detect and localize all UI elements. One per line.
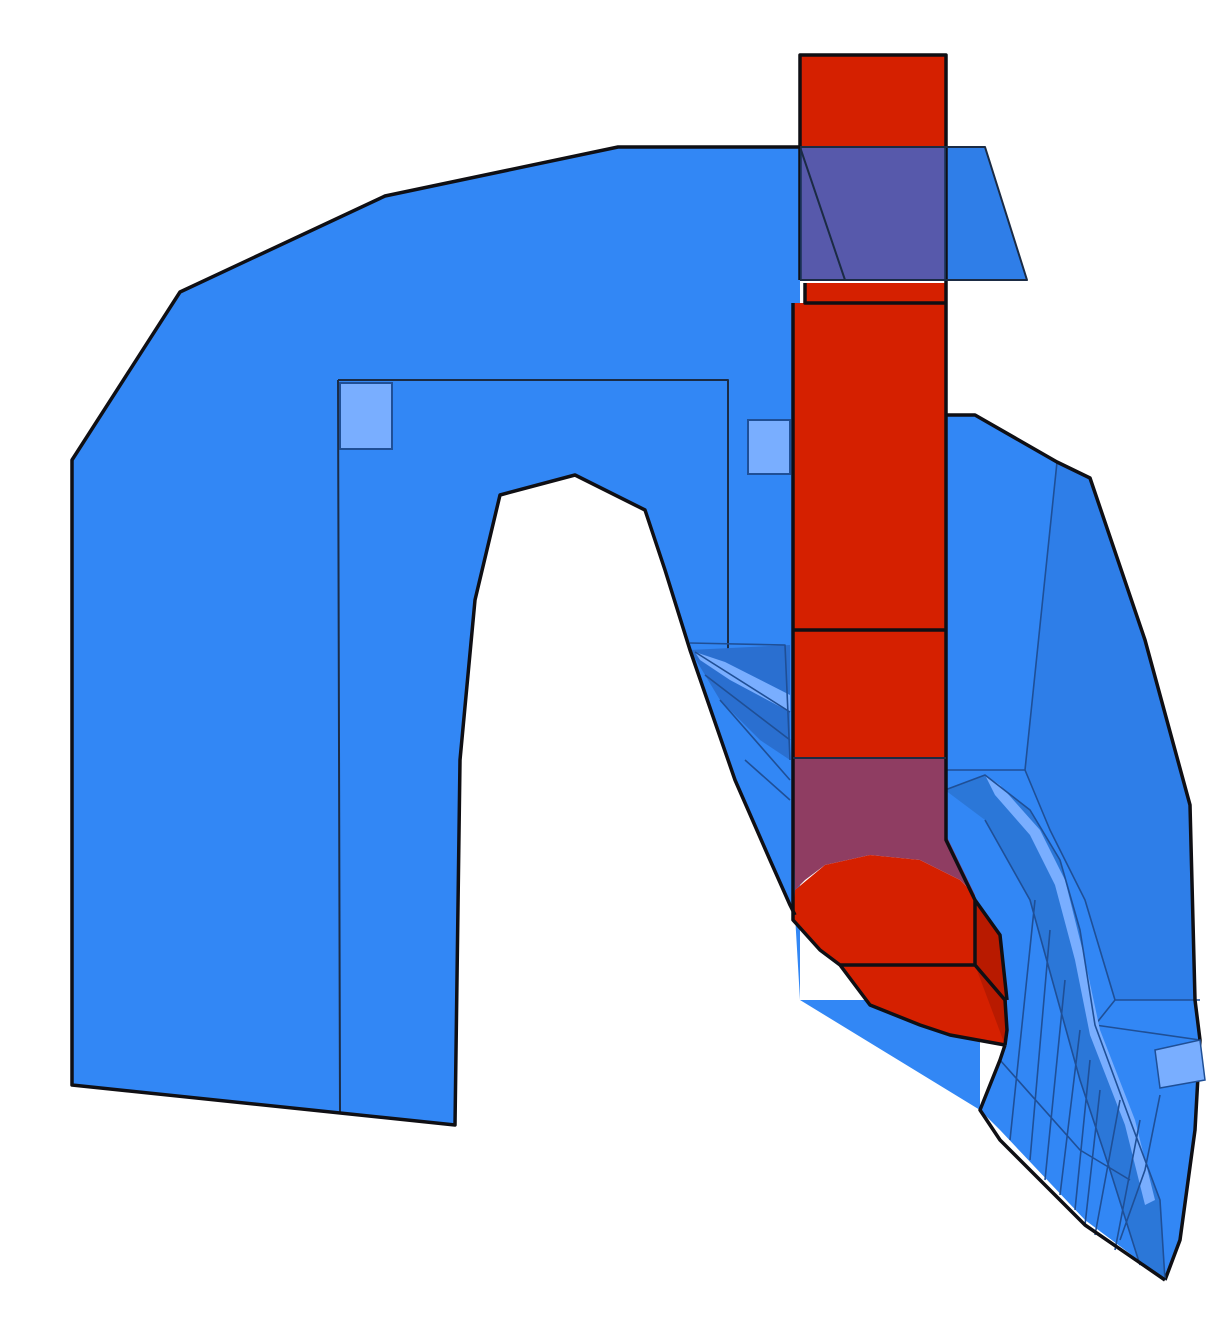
corner-marker-right — [1154, 1039, 1206, 1089]
ribbon-lines — [689, 642, 791, 801]
blue-inner-panel — [338, 380, 728, 1125]
pipe-main-column — [793, 303, 946, 758]
pipe-elbow — [793, 855, 1007, 1045]
pipe-gap-strip — [805, 283, 946, 303]
arch-outer-outline — [70, 145, 800, 1127]
blue-arch-body — [72, 147, 980, 1125]
blue-arch-front-face — [72, 147, 980, 1125]
trim-light-band — [985, 775, 1155, 1205]
curved-trim-detail — [944, 774, 1206, 1281]
right-wing-outer-panel — [1025, 462, 1200, 1000]
diagonal-ribbon — [689, 642, 791, 801]
blue-right-wing — [945, 413, 1202, 1281]
top-plate-edges — [793, 146, 1028, 759]
right-wing-outline — [945, 413, 1202, 1281]
lower-right-outline — [978, 1044, 1166, 1282]
pipe-top-stub — [800, 55, 946, 147]
pipe-outline — [791, 53, 1009, 1047]
top-plate-outline — [799, 146, 1028, 281]
pipe-plate-overlap — [800, 147, 946, 280]
inner-panel-edges — [337, 379, 729, 1113]
red-pipe — [791, 53, 1009, 1047]
pipe-mauve-overlap — [793, 758, 975, 895]
top-plate-translucent-overlay — [800, 147, 946, 280]
corner-marker-left — [339, 382, 393, 450]
trim-lines — [944, 774, 1166, 1281]
corner-marker-middle — [747, 419, 791, 475]
